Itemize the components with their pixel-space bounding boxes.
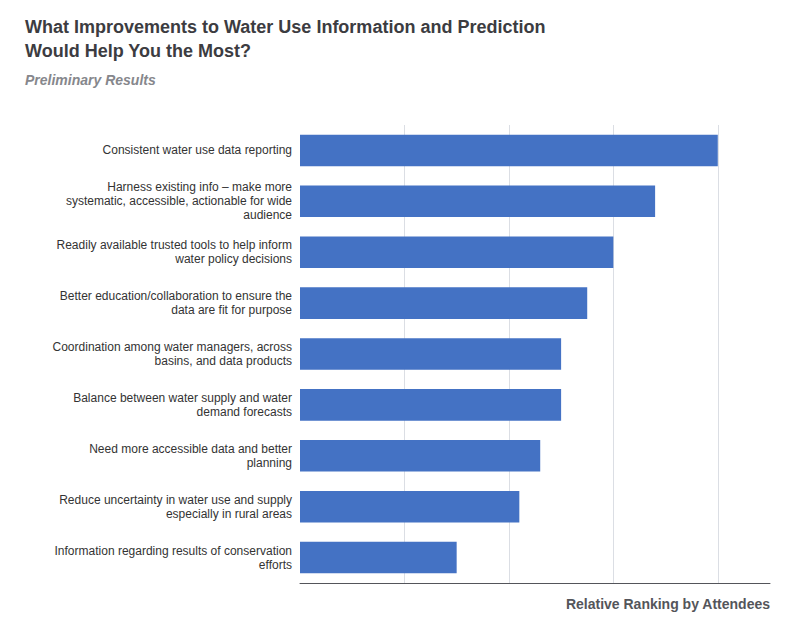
svg-text:audience: audience xyxy=(243,208,292,222)
svg-text:Coordination among water manag: Coordination among water managers, acros… xyxy=(53,340,292,354)
svg-text:Harness existing info – make m: Harness existing info – make more xyxy=(107,180,292,194)
svg-text:Reduce uncertainty in water us: Reduce uncertainty in water use and supp… xyxy=(59,493,292,507)
svg-text:Consistent water use data repo: Consistent water use data reporting xyxy=(103,143,292,157)
svg-text:planning: planning xyxy=(247,456,292,470)
svg-text:water policy decisions: water policy decisions xyxy=(174,252,292,266)
svg-text:demand forecasts: demand forecasts xyxy=(197,405,292,419)
svg-text:Need more accessible data and: Need more accessible data and better xyxy=(89,442,292,456)
svg-text:efforts: efforts xyxy=(259,558,292,572)
svg-text:basins, and data products: basins, and data products xyxy=(155,354,292,368)
svg-text:Information regarding results: Information regarding results of conserv… xyxy=(55,544,292,558)
svg-text:especially in rural areas: especially in rural areas xyxy=(166,507,292,521)
svg-text:Better education/collaboration: Better education/collaboration to ensure… xyxy=(60,289,292,303)
svg-text:What Improvements to Water Use: What Improvements to Water Use Informati… xyxy=(25,17,545,37)
svg-text:Preliminary Results: Preliminary Results xyxy=(25,72,156,88)
svg-text:Would Help You the Most?: Would Help You the Most? xyxy=(25,41,251,61)
svg-text:data are fit for purpose: data are fit for purpose xyxy=(171,303,292,317)
svg-text:systematic, accessible, action: systematic, accessible, actionable for w… xyxy=(66,194,292,208)
svg-text:Balance between water supply a: Balance between water supply and water xyxy=(73,391,292,405)
svg-text:Readily available trusted tool: Readily available trusted tools to help … xyxy=(57,238,292,252)
svg-text:Relative Ranking by Attendees: Relative Ranking by Attendees xyxy=(566,596,770,612)
